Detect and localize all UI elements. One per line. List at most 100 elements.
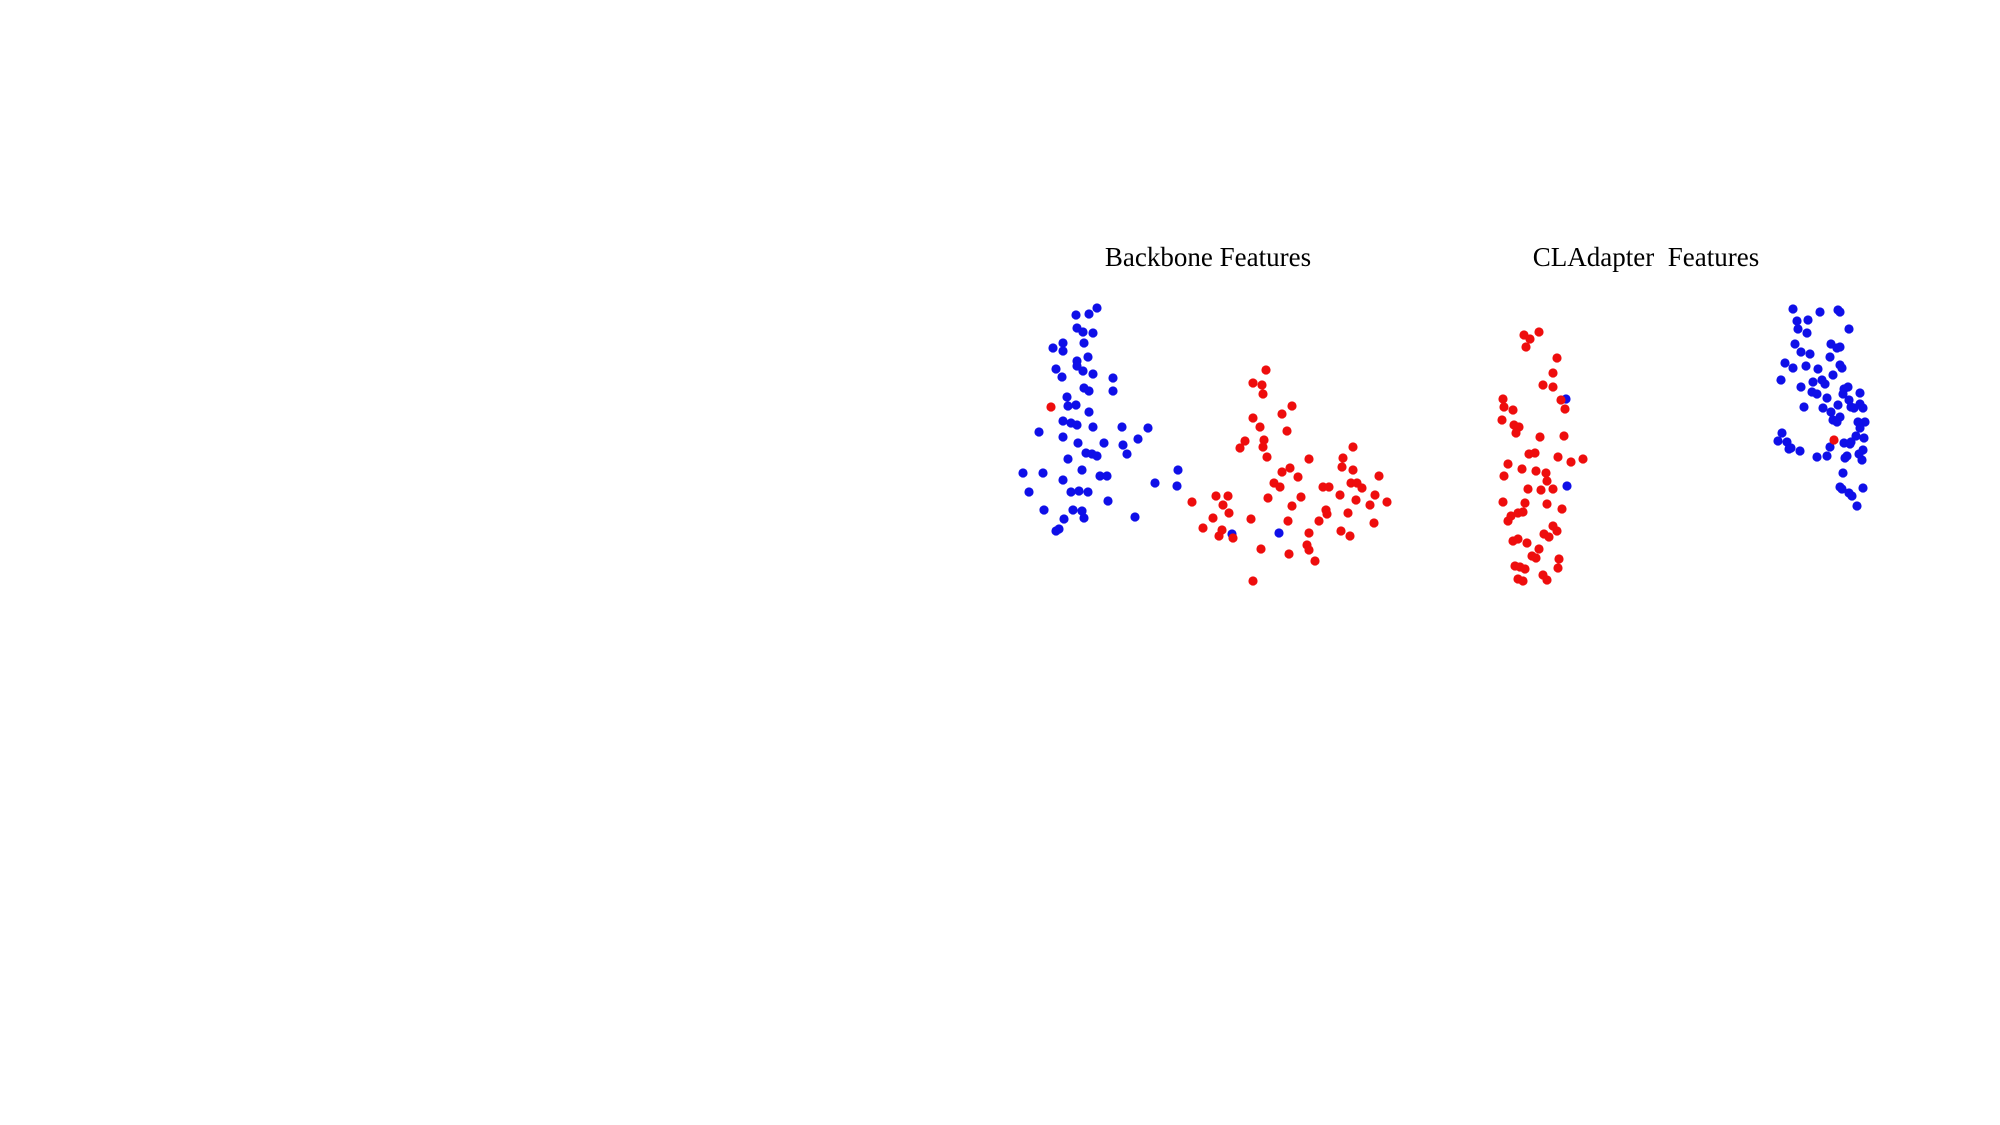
class-blue-point: [1793, 324, 1803, 334]
class-red-point: [1228, 533, 1238, 543]
class-blue-point: [1820, 379, 1830, 389]
class-red-point: [1277, 409, 1287, 419]
class-red-point: [1517, 464, 1527, 474]
class-red-point: [1538, 380, 1548, 390]
class-blue-point: [1780, 358, 1790, 368]
class-blue-point: [1118, 440, 1128, 450]
class-blue-point: [1062, 392, 1072, 402]
class-blue-point: [1077, 465, 1087, 475]
class-red-point: [1314, 516, 1324, 526]
class-blue-point: [1072, 420, 1082, 430]
class-red-point: [1554, 554, 1564, 564]
class-blue-point: [1808, 377, 1818, 387]
class-blue-point: [1092, 451, 1102, 461]
class-blue-point: [1802, 328, 1812, 338]
class-blue-point: [1799, 402, 1809, 412]
class-blue-point: [1832, 417, 1842, 427]
class-red-point: [1304, 454, 1314, 464]
class-blue-point: [1788, 304, 1798, 314]
class-blue-point: [1844, 324, 1854, 334]
class-red-point: [1542, 575, 1552, 585]
class-red-point: [1531, 466, 1541, 476]
class-red-point: [1534, 327, 1544, 337]
class-red-point: [1534, 544, 1544, 554]
class-blue-point: [1825, 442, 1835, 452]
class-red-point: [1548, 382, 1558, 392]
class-red-point: [1548, 368, 1558, 378]
class-blue-point: [1078, 366, 1088, 376]
class-red-point: [1258, 389, 1268, 399]
class-red-point: [1513, 534, 1523, 544]
class-red-point: [1246, 514, 1256, 524]
class-red-point: [1304, 545, 1314, 555]
class-red-point: [1552, 526, 1562, 536]
class-blue-point: [1842, 451, 1852, 461]
class-red-point: [1369, 518, 1379, 528]
class-red-point: [1324, 482, 1334, 492]
class-blue-point: [1143, 423, 1153, 433]
class-red-point: [1263, 493, 1273, 503]
class-blue-point: [1173, 465, 1183, 475]
class-red-point: [1374, 471, 1384, 481]
class-blue-point: [1066, 487, 1076, 497]
class-blue-point: [1079, 338, 1089, 348]
class-red-point: [1518, 507, 1528, 517]
class-red-point: [1541, 468, 1551, 478]
class-blue-point: [1108, 373, 1118, 383]
class-blue-point: [1859, 433, 1869, 443]
class-red-point: [1542, 499, 1552, 509]
class-red-point: [1351, 495, 1361, 505]
class-red-point: [1258, 442, 1268, 452]
class-red-point: [1525, 334, 1535, 344]
class-red-point: [1370, 490, 1380, 500]
class-red-point: [1046, 402, 1056, 412]
class-blue-point: [1801, 361, 1811, 371]
class-blue-point: [1822, 393, 1832, 403]
class-blue-point: [1038, 468, 1048, 478]
class-red-point: [1499, 402, 1509, 412]
class-blue-point: [1099, 438, 1109, 448]
class-blue-point: [1058, 475, 1068, 485]
class-red-point: [1283, 516, 1293, 526]
class-red-point: [1259, 435, 1269, 445]
class-blue-point: [1058, 432, 1068, 442]
cladapter-plot-title: CLAdapter Features: [1532, 242, 1760, 272]
class-blue-point: [1849, 403, 1859, 413]
class-red-point: [1499, 471, 1509, 481]
class-red-point: [1522, 538, 1532, 548]
class-blue-point: [1835, 307, 1845, 317]
class-red-point: [1255, 422, 1265, 432]
class-red-point: [1287, 401, 1297, 411]
class-blue-point: [1077, 506, 1087, 516]
class-blue-point: [1837, 363, 1847, 373]
class-red-point: [1211, 491, 1221, 501]
class-blue-point: [1063, 454, 1073, 464]
class-blue-point: [1837, 484, 1847, 494]
class-blue-point: [1803, 315, 1813, 325]
class-blue-point: [1057, 372, 1067, 382]
class-red-point: [1284, 549, 1294, 559]
class-red-point: [1345, 531, 1355, 541]
class-blue-point: [1855, 388, 1865, 398]
class-red-point: [1829, 435, 1839, 445]
class-red-point: [1556, 395, 1566, 405]
class-red-point: [1348, 465, 1358, 475]
class-red-point: [1560, 404, 1570, 414]
class-blue-point: [1838, 468, 1848, 478]
class-blue-point: [1074, 486, 1084, 496]
class-red-point: [1531, 553, 1541, 563]
class-blue-point: [1051, 364, 1061, 374]
class-blue-point: [1084, 386, 1094, 396]
class-blue-point: [1088, 369, 1098, 379]
class-red-point: [1337, 462, 1347, 472]
class-blue-point: [1274, 528, 1284, 538]
class-blue-point: [1034, 427, 1044, 437]
class-red-point: [1275, 482, 1285, 492]
class-red-point: [1518, 576, 1528, 586]
class-blue-point: [1796, 382, 1806, 392]
class-blue-point: [1815, 307, 1825, 317]
class-blue-point: [1117, 422, 1127, 432]
class-blue-point: [1792, 316, 1802, 326]
class-red-point: [1343, 508, 1353, 518]
